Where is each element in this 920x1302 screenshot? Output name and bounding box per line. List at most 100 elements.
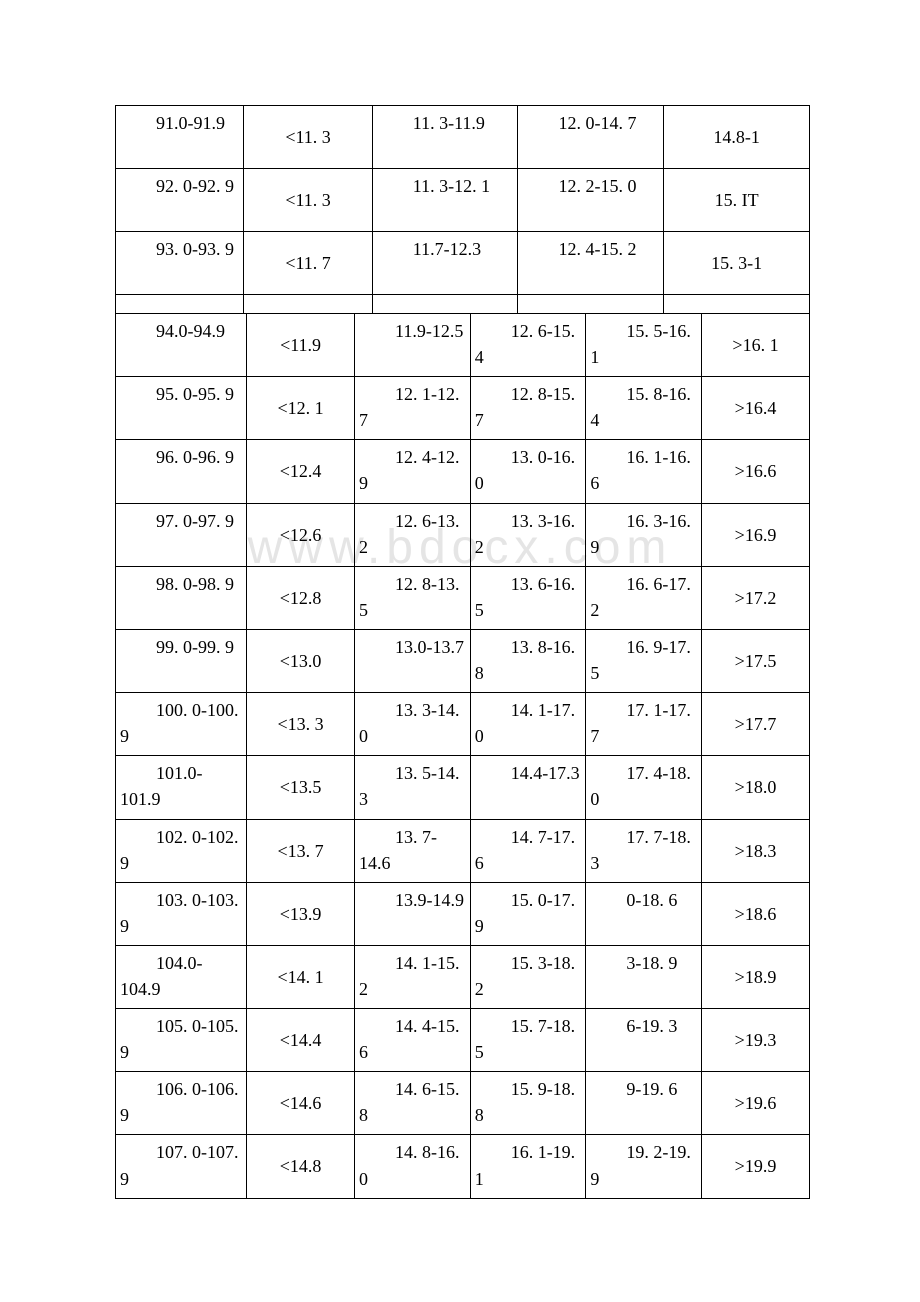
table-cell: 106. 0-106. 9 [116,1072,247,1135]
table-row: 96. 0-96. 9<12.412. 4-12. 913. 0-16. 016… [116,440,810,503]
table-cell: 0-18. 6 [586,882,702,945]
table-cell: >17.5 [702,629,810,692]
table-cell: <14.8 [247,1135,355,1198]
table-cell: 98. 0-98. 9 [116,566,247,629]
table-cell: 15. IT [664,169,810,232]
table-cell: 13.0-13.7 [355,629,471,692]
table-cell: 11. 3-11.9 [372,106,518,169]
table-row: 98. 0-98. 9<12.812. 8-13. 513. 6-16. 516… [116,566,810,629]
table-cell: >16.9 [702,503,810,566]
table-cell: <12. 1 [247,377,355,440]
table-cell: 93. 0-93. 9 [116,232,244,295]
document-page: www.bdocx.com 91.0-91.9<11. 311. 3-11.91… [0,0,920,1199]
table-cell: 102. 0-102. 9 [116,819,247,882]
table-cell: 105. 0-105. 9 [116,1009,247,1072]
table-cell: <11.9 [247,314,355,377]
separator-row [116,295,810,314]
table-cell: 16. 1-16. 6 [586,440,702,503]
table-cell: <13.5 [247,756,355,819]
table-cell: <13.0 [247,629,355,692]
table-cell: 13. 3-16. 2 [470,503,586,566]
table-cell: 3-18. 9 [586,945,702,1008]
table-row: 101.0-101.9<13.513. 5-14. 314.4-17.317. … [116,756,810,819]
table-cell: 107. 0-107. 9 [116,1135,247,1198]
table-row: 102. 0-102. 9<13. 713. 7-14.614. 7-17. 6… [116,819,810,882]
table-row: 92. 0-92. 9<11. 311. 3-12. 112. 2-15. 01… [116,169,810,232]
table-cell: <11. 7 [244,232,372,295]
table-cell: 99. 0-99. 9 [116,629,247,692]
table-cell: 13. 3-14. 0 [355,693,471,756]
table-cell: 14. 7-17. 6 [470,819,586,882]
table-cell: 15. 3-1 [664,232,810,295]
table-cell [116,295,244,314]
table-cell: 12. 0-14. 7 [518,106,664,169]
upper-table: 91.0-91.9<11. 311. 3-11.912. 0-14. 714.8… [115,105,810,314]
table-row: 94.0-94.9<11.911.9-12.512. 6-15. 415. 5-… [116,314,810,377]
table-cell: 14. 4-15. 6 [355,1009,471,1072]
table-row: 95. 0-95. 9<12. 112. 1-12. 712. 8-15. 71… [116,377,810,440]
table-cell: 94.0-94.9 [116,314,247,377]
table-cell: 91.0-91.9 [116,106,244,169]
table-cell: 6-19. 3 [586,1009,702,1072]
table-cell: >18.9 [702,945,810,1008]
table-cell: >19.9 [702,1135,810,1198]
table-cell: 13. 6-16. 5 [470,566,586,629]
table-cell: 14. 6-15. 8 [355,1072,471,1135]
table-cell: 12. 4-15. 2 [518,232,664,295]
table-cell: 12. 1-12. 7 [355,377,471,440]
table-cell: 13.9-14.9 [355,882,471,945]
lower-table: 94.0-94.9<11.911.9-12.512. 6-15. 415. 5-… [115,313,810,1199]
table-row: 103. 0-103. 9<13.913.9-14.915. 0-17. 90-… [116,882,810,945]
table-cell: <13.9 [247,882,355,945]
table-row: 104.0-104.9<14. 114. 1-15. 215. 3-18. 23… [116,945,810,1008]
table-cell: 9-19. 6 [586,1072,702,1135]
table-cell: 19. 2-19. 9 [586,1135,702,1198]
table-cell: >17.7 [702,693,810,756]
table-row: 107. 0-107. 9<14.814. 8-16. 016. 1-19. 1… [116,1135,810,1198]
table-cell: <13. 7 [247,819,355,882]
table-cell: 14.8-1 [664,106,810,169]
table-cell: 101.0-101.9 [116,756,247,819]
table-cell: >18.6 [702,882,810,945]
table-cell: >19.3 [702,1009,810,1072]
table-cell: 92. 0-92. 9 [116,169,244,232]
table-cell: >19.6 [702,1072,810,1135]
table-cell: 12. 4-12. 9 [355,440,471,503]
table-cell: 16. 3-16. 9 [586,503,702,566]
table-cell: 11. 3-12. 1 [372,169,518,232]
table-cell: 17. 7-18. 3 [586,819,702,882]
table-cell: <13. 3 [247,693,355,756]
table-cell [372,295,518,314]
table-cell: 15. 9-18. 8 [470,1072,586,1135]
table-cell: 13. 5-14. 3 [355,756,471,819]
table-cell: 15. 7-18. 5 [470,1009,586,1072]
table-cell: 11.9-12.5 [355,314,471,377]
table-cell: 14. 8-16. 0 [355,1135,471,1198]
table-cell: <14.4 [247,1009,355,1072]
table-cell: 14. 1-17. 0 [470,693,586,756]
table-cell: <12.8 [247,566,355,629]
table-cell: 15. 5-16. 1 [586,314,702,377]
table-row: 99. 0-99. 9<13.013.0-13.713. 8-16. 816. … [116,629,810,692]
table-cell: 12. 2-15. 0 [518,169,664,232]
table-cell: <14.6 [247,1072,355,1135]
table-cell: >17.2 [702,566,810,629]
table-cell: <11. 3 [244,169,372,232]
table-row: 91.0-91.9<11. 311. 3-11.912. 0-14. 714.8… [116,106,810,169]
lower-table-body: 94.0-94.9<11.911.9-12.512. 6-15. 415. 5-… [116,314,810,1199]
table-cell: 100. 0-100. 9 [116,693,247,756]
table-cell: >18.3 [702,819,810,882]
table-cell: 13. 0-16. 0 [470,440,586,503]
table-cell: 15. 0-17. 9 [470,882,586,945]
table-cell [664,295,810,314]
table-cell [244,295,372,314]
table-cell: 103. 0-103. 9 [116,882,247,945]
table-cell [518,295,664,314]
table-cell: 16. 6-17. 2 [586,566,702,629]
table-cell: 12. 8-13. 5 [355,566,471,629]
table-cell: <12.4 [247,440,355,503]
table-cell: 16. 1-19. 1 [470,1135,586,1198]
table-cell: <12.6 [247,503,355,566]
table-row: 97. 0-97. 9<12.612. 6-13. 213. 3-16. 216… [116,503,810,566]
table-cell: <14. 1 [247,945,355,1008]
